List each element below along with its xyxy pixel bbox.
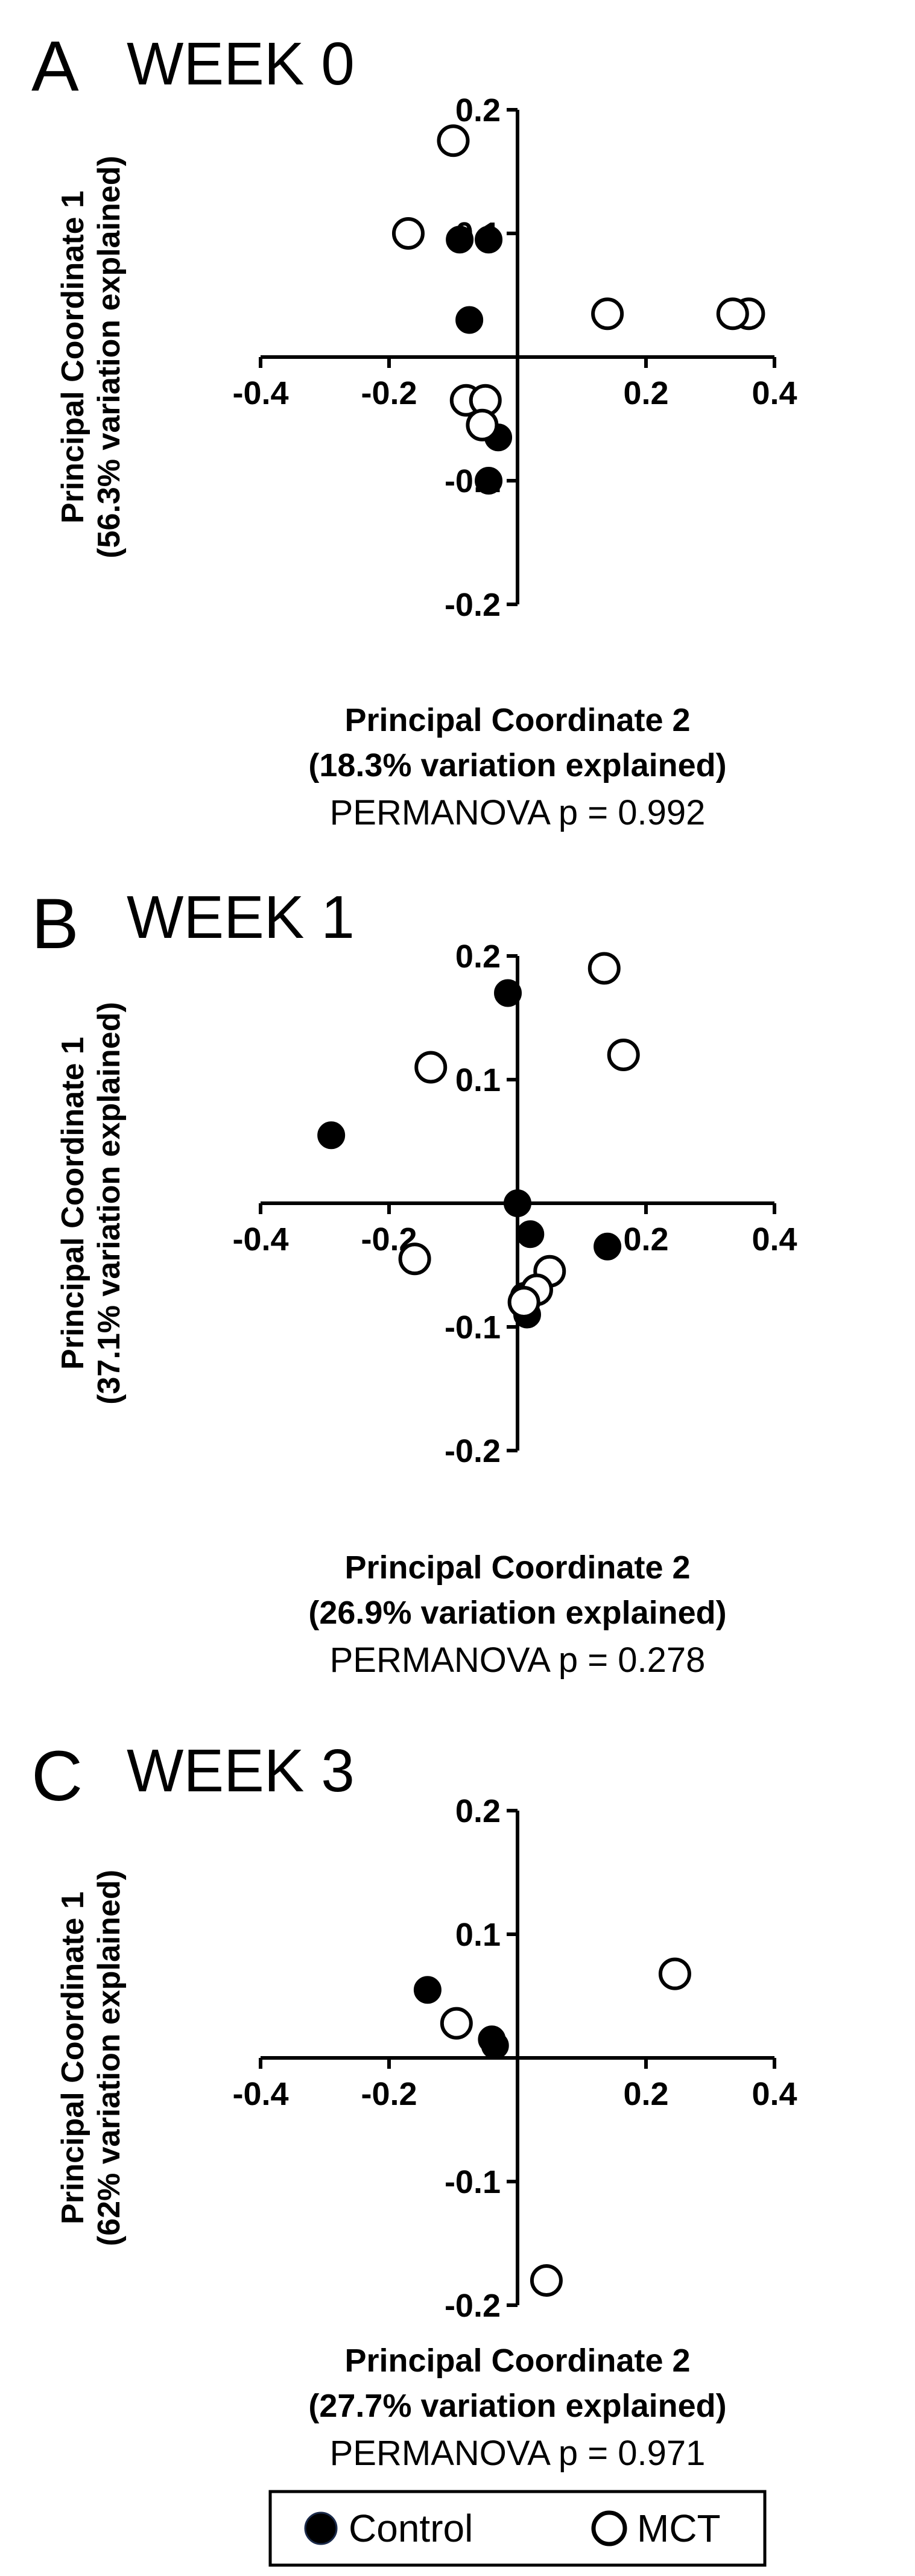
panel-title-c: WEEK 3: [127, 1737, 355, 1805]
mct-point: [507, 1286, 540, 1318]
y-tick-label: 0.1: [455, 1917, 501, 1953]
y-axis-label-line1: Principal Coordinate 1: [55, 1891, 90, 2224]
x-tick-label: 0.2: [623, 2076, 668, 2112]
mct-point: [607, 1039, 640, 1071]
control-point: [455, 306, 484, 334]
y-axis-label-line1: Principal Coordinate 1: [55, 191, 90, 524]
mct-point: [658, 1957, 691, 1990]
mct-point: [716, 297, 749, 331]
control-point: [317, 1121, 346, 1150]
y-axis-label-line1: Principal Coordinate 1: [55, 1037, 90, 1370]
x-tick-label: 0.2: [623, 375, 668, 411]
panel-title-a: WEEK 0: [127, 30, 355, 98]
mct-point: [391, 217, 425, 250]
x-tick-label: 0.4: [752, 2076, 797, 2112]
x-axis-label-line2: (27.7% variation explained): [308, 2388, 726, 2424]
y-tick-label: -0.2: [445, 587, 501, 623]
control-point: [475, 467, 503, 495]
plot-area-a: -0.4-0.20.20.40.20.1-0.1-0.2: [232, 92, 797, 623]
panel-letter-a: A: [31, 27, 79, 106]
y-axis-label-line2: (56.3% variation explained): [92, 156, 127, 559]
y-tick-label: -0.2: [445, 1433, 501, 1469]
plot-area-b: -0.4 -0.2 0.2 0.40.20.1-0.1-0.2: [232, 938, 797, 1469]
x-tick-label: -0.4: [232, 375, 288, 411]
legend-control-marker: [304, 2511, 338, 2545]
x-tick-label: -0.4: [232, 2076, 288, 2112]
x-tick-label: -0.2: [361, 2076, 417, 2112]
x-axis-label-line1: Principal Coordinate 2: [344, 2343, 690, 2379]
y-tick-label: -0.2: [445, 2288, 501, 2324]
legend: Control MCT: [268, 2490, 767, 2567]
legend-mct-label: MCT: [637, 2507, 721, 2550]
x-tick-label: 0.4: [752, 375, 797, 411]
plot-area-c: -0.4 -0.2 0.2 0.4 0.2 0.1 -0.1 -0.2: [232, 1793, 797, 2324]
control-point: [475, 226, 503, 254]
control-point: [481, 2031, 509, 2060]
x-tick-label: 0.2: [623, 1221, 668, 1258]
mct-point: [466, 408, 499, 441]
mct-point: [414, 1051, 448, 1084]
panel-title-b: WEEK 1: [127, 884, 355, 951]
y-axis-label-line2: (37.1% variation explained): [92, 1002, 127, 1405]
panel-c: C WEEK 3 Principal Coordinate 1 (62% var…: [31, 1736, 797, 2473]
permanova-result: PERMANOVA p = 0.992: [330, 793, 706, 832]
mct-point: [440, 2007, 473, 2040]
x-tick-label: -0.2: [361, 375, 417, 411]
x-axis-label-line2: (26.9% variation explained): [308, 1595, 726, 1631]
control-point: [413, 1976, 442, 2004]
permanova-result: PERMANOVA p = 0.971: [330, 2434, 706, 2473]
y-tick-label: 0.2: [455, 92, 501, 128]
y-tick-label: 0.2: [455, 1793, 501, 1829]
permanova-result: PERMANOVA p = 0.278: [330, 1641, 706, 1680]
control-point: [594, 1232, 622, 1261]
mct-point: [437, 124, 470, 157]
y-axis-label-line2: (62% variation explained): [92, 1870, 127, 2246]
control-point: [516, 1220, 545, 1248]
legend-mct-marker: [591, 2510, 627, 2546]
panel-b: B WEEK 1 Principal Coordinate 1 (37.1% v…: [31, 884, 797, 1680]
y-tick-label: 0.2: [455, 938, 501, 975]
panel-letter-b: B: [31, 884, 79, 964]
control-point: [494, 979, 522, 1007]
control-point: [446, 226, 474, 254]
x-axis-label-line1: Principal Coordinate 2: [344, 702, 690, 738]
panel-letter-c: C: [31, 1736, 83, 1816]
mct-point: [398, 1242, 431, 1276]
mct-point: [591, 297, 624, 331]
x-axis-label-line2: (18.3% variation explained): [308, 747, 726, 783]
x-axis-label-line1: Principal Coordinate 2: [344, 1549, 690, 1586]
y-tick-label: -0.1: [445, 2164, 501, 2200]
legend-control-label: Control: [349, 2507, 473, 2550]
x-tick-label: -0.4: [232, 1221, 288, 1258]
mct-point: [587, 952, 621, 985]
y-tick-label: 0.1: [455, 1062, 501, 1098]
panel-a: A WEEK 0 Principal Coordinate 1 (56.3% v…: [31, 27, 797, 832]
x-tick-label: 0.4: [752, 1221, 797, 1258]
mct-point: [530, 2264, 563, 2297]
legend-box: [268, 2490, 767, 2567]
control-point: [504, 1189, 531, 1217]
y-tick-label: -0.1: [445, 1309, 501, 1346]
